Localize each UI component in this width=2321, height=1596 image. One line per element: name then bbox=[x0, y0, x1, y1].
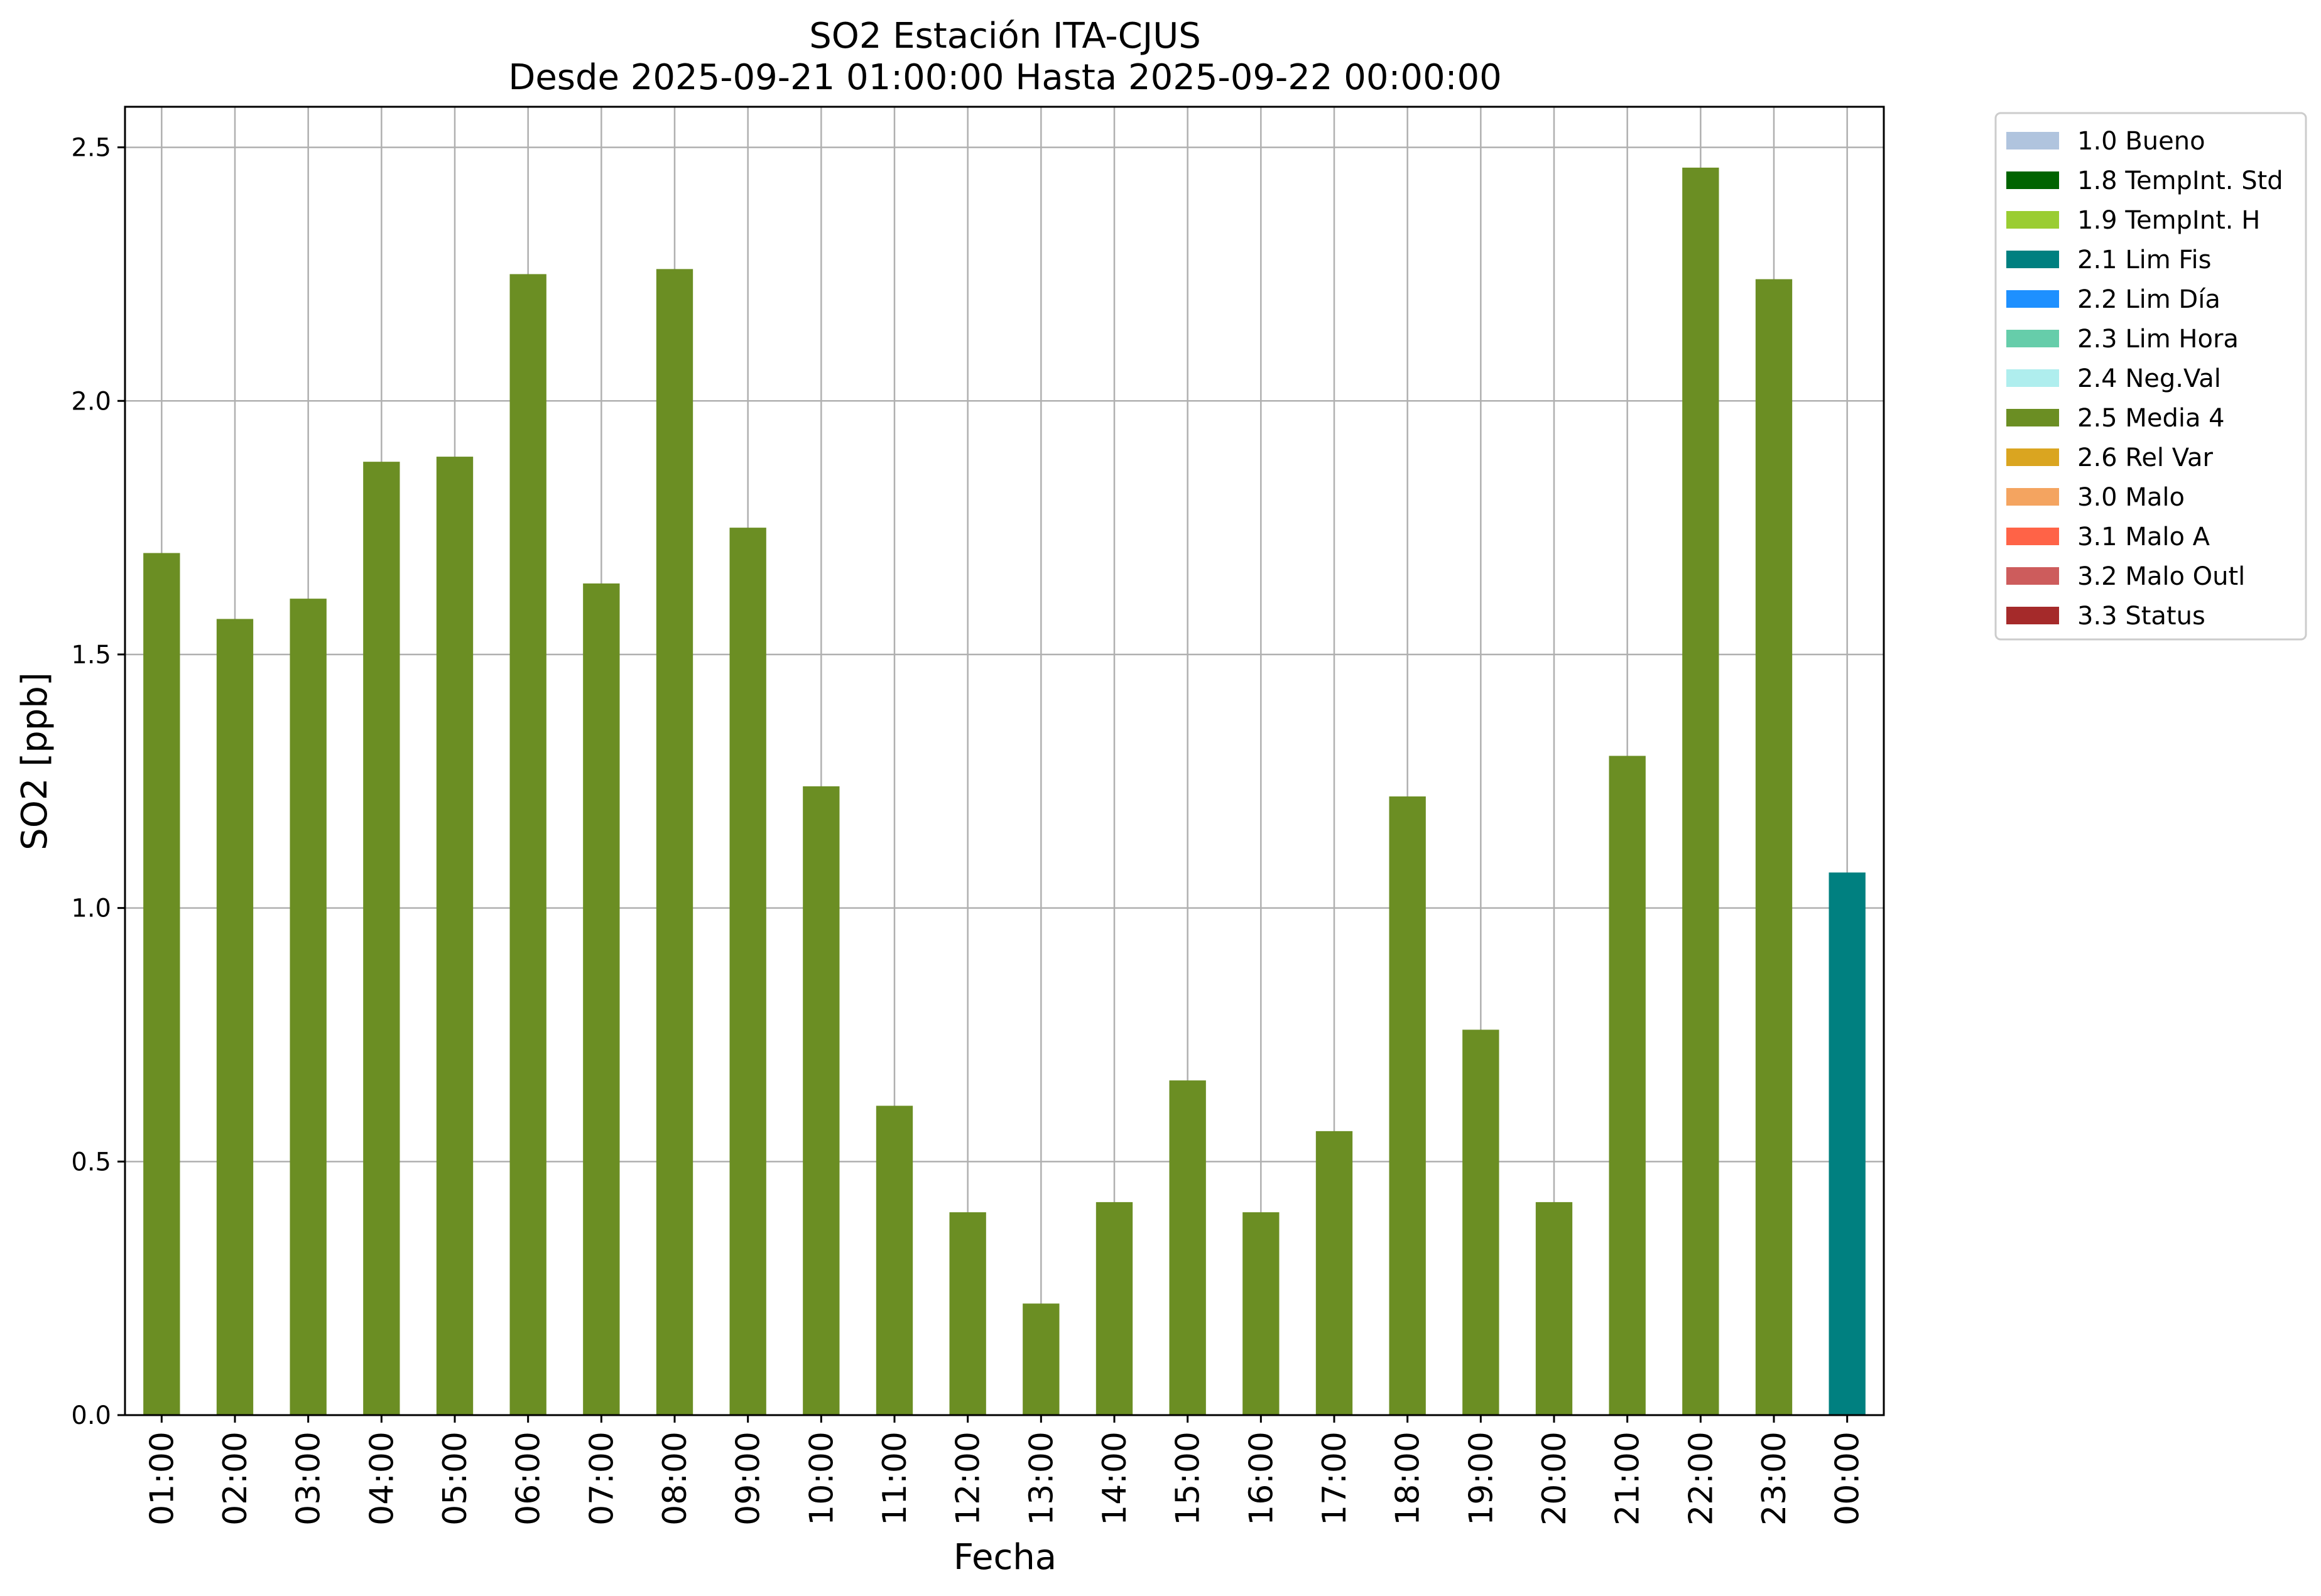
bar-1800 bbox=[1389, 796, 1426, 1415]
y-tick-label: 2.0 bbox=[71, 387, 111, 416]
x-tick-label: 23:00 bbox=[1756, 1431, 1793, 1526]
legend-label: 1.8 TempInt. Std bbox=[2077, 166, 2283, 195]
bar-0400 bbox=[363, 462, 400, 1415]
x-tick-label: 06:00 bbox=[510, 1431, 548, 1526]
x-tick-label: 14:00 bbox=[1096, 1431, 1134, 1526]
bars bbox=[143, 167, 1866, 1416]
legend-swatch bbox=[2006, 567, 2059, 585]
x-tick-label: 04:00 bbox=[363, 1431, 401, 1526]
bar-0000 bbox=[1829, 872, 1866, 1415]
legend-swatch bbox=[2006, 488, 2059, 506]
x-tick-label: 00:00 bbox=[1829, 1431, 1867, 1526]
legend-label: 2.1 Lim Fis bbox=[2077, 246, 2211, 274]
legend-swatch bbox=[2006, 528, 2059, 545]
x-tick-label: 10:00 bbox=[803, 1431, 840, 1526]
y-tick-label: 2.5 bbox=[71, 134, 111, 163]
legend-label: 3.0 Malo bbox=[2077, 483, 2185, 512]
legend-swatch bbox=[2006, 211, 2059, 229]
x-axis-label: Fecha bbox=[954, 1537, 1057, 1578]
y-tick-label: 1.0 bbox=[71, 894, 111, 923]
y-tick-label: 0.0 bbox=[71, 1401, 111, 1430]
bar-0100 bbox=[143, 553, 180, 1415]
legend: 1.0 Bueno 1.8 TempInt. Std 1.9 TempInt. H 2… bbox=[1994, 112, 2307, 641]
legend-swatch bbox=[2006, 409, 2059, 426]
legend-label: 2.5 Media 4 bbox=[2077, 404, 2225, 433]
legend-label: 2.2 Lim Día bbox=[2077, 285, 2220, 314]
x-tick-label: 01:00 bbox=[143, 1431, 181, 1526]
y-axis-ticks: 0.0 0.5 1.0 1.5 2.0 2.5 bbox=[71, 134, 125, 1430]
bar-0300 bbox=[290, 599, 327, 1415]
bar-1200 bbox=[949, 1212, 986, 1415]
legend-label: 3.3 Status bbox=[2077, 602, 2205, 631]
bar-2300 bbox=[1755, 279, 1793, 1415]
x-tick-label: 13:00 bbox=[1023, 1431, 1060, 1526]
legend-swatch bbox=[2006, 369, 2059, 387]
bar-2000 bbox=[1535, 1202, 1573, 1415]
legend-label: 1.9 TempInt. H bbox=[2077, 206, 2260, 235]
legend-swatch bbox=[2006, 607, 2059, 624]
x-tick-label: 20:00 bbox=[1536, 1431, 1574, 1526]
legend-swatch bbox=[2006, 330, 2059, 347]
bar-0600 bbox=[509, 274, 546, 1416]
chart-title-line-1: SO2 Estación ITA-CJUS bbox=[809, 16, 1201, 57]
bar-0800 bbox=[656, 269, 693, 1416]
legend-label: 2.4 Neg.Val bbox=[2077, 364, 2221, 393]
legend-swatch bbox=[2006, 251, 2059, 268]
y-axis-label: SO2 [ppb] bbox=[14, 672, 55, 850]
legend-label: 3.1 Malo A bbox=[2077, 523, 2210, 551]
x-axis-ticks: 01:00 02:00 03:00 04:00 05:00 06:00 07:00 08:00… bbox=[143, 1415, 1867, 1526]
bar-1600 bbox=[1242, 1212, 1280, 1415]
x-tick-label: 18:00 bbox=[1389, 1431, 1427, 1526]
bar-1000 bbox=[803, 786, 840, 1415]
x-tick-label: 16:00 bbox=[1242, 1431, 1280, 1526]
legend-label: 2.3 Lim Hora bbox=[2077, 325, 2239, 354]
bar-0900 bbox=[729, 528, 766, 1415]
x-tick-label: 03:00 bbox=[290, 1431, 328, 1526]
bar-1400 bbox=[1095, 1202, 1133, 1415]
chart-title-line-2: Desde 2025-09-21 01:00:00 Hasta 2025-09-… bbox=[508, 57, 1502, 98]
bar-1500 bbox=[1169, 1080, 1206, 1415]
x-tick-label: 19:00 bbox=[1462, 1431, 1500, 1526]
legend-label: 1.0 Bueno bbox=[2077, 127, 2205, 156]
bar-0700 bbox=[583, 583, 620, 1415]
x-tick-label: 15:00 bbox=[1170, 1431, 1207, 1526]
bar-1900 bbox=[1462, 1029, 1499, 1415]
x-tick-label: 17:00 bbox=[1316, 1431, 1354, 1526]
x-tick-label: 21:00 bbox=[1609, 1431, 1647, 1526]
bar-1100 bbox=[876, 1105, 913, 1415]
legend-swatch bbox=[2006, 448, 2059, 466]
bar-0200 bbox=[216, 619, 254, 1415]
legend-swatch bbox=[2006, 132, 2059, 149]
y-tick-label: 0.5 bbox=[71, 1148, 111, 1176]
bar-2200 bbox=[1682, 167, 1719, 1415]
x-tick-label: 08:00 bbox=[656, 1431, 694, 1526]
x-tick-label: 09:00 bbox=[730, 1431, 768, 1526]
x-tick-label: 05:00 bbox=[437, 1431, 474, 1526]
x-tick-label: 12:00 bbox=[950, 1431, 987, 1526]
x-tick-label: 22:00 bbox=[1682, 1431, 1720, 1526]
x-tick-label: 02:00 bbox=[217, 1431, 254, 1526]
bar-2100 bbox=[1609, 756, 1646, 1415]
bar-1700 bbox=[1315, 1131, 1353, 1415]
legend-frame bbox=[1994, 112, 2307, 641]
bar-1300 bbox=[1023, 1303, 1060, 1415]
plot-area-frame bbox=[124, 106, 1885, 1416]
y-tick-label: 1.5 bbox=[71, 641, 111, 670]
x-tick-label: 11:00 bbox=[876, 1431, 914, 1526]
legend-label: 2.6 Rel Var bbox=[2077, 443, 2214, 472]
x-tick-label: 07:00 bbox=[583, 1431, 621, 1526]
bar-0500 bbox=[436, 457, 474, 1415]
legend-label: 3.2 Malo Outl bbox=[2077, 562, 2245, 591]
legend-swatch bbox=[2006, 290, 2059, 308]
legend-swatch bbox=[2006, 171, 2059, 189]
